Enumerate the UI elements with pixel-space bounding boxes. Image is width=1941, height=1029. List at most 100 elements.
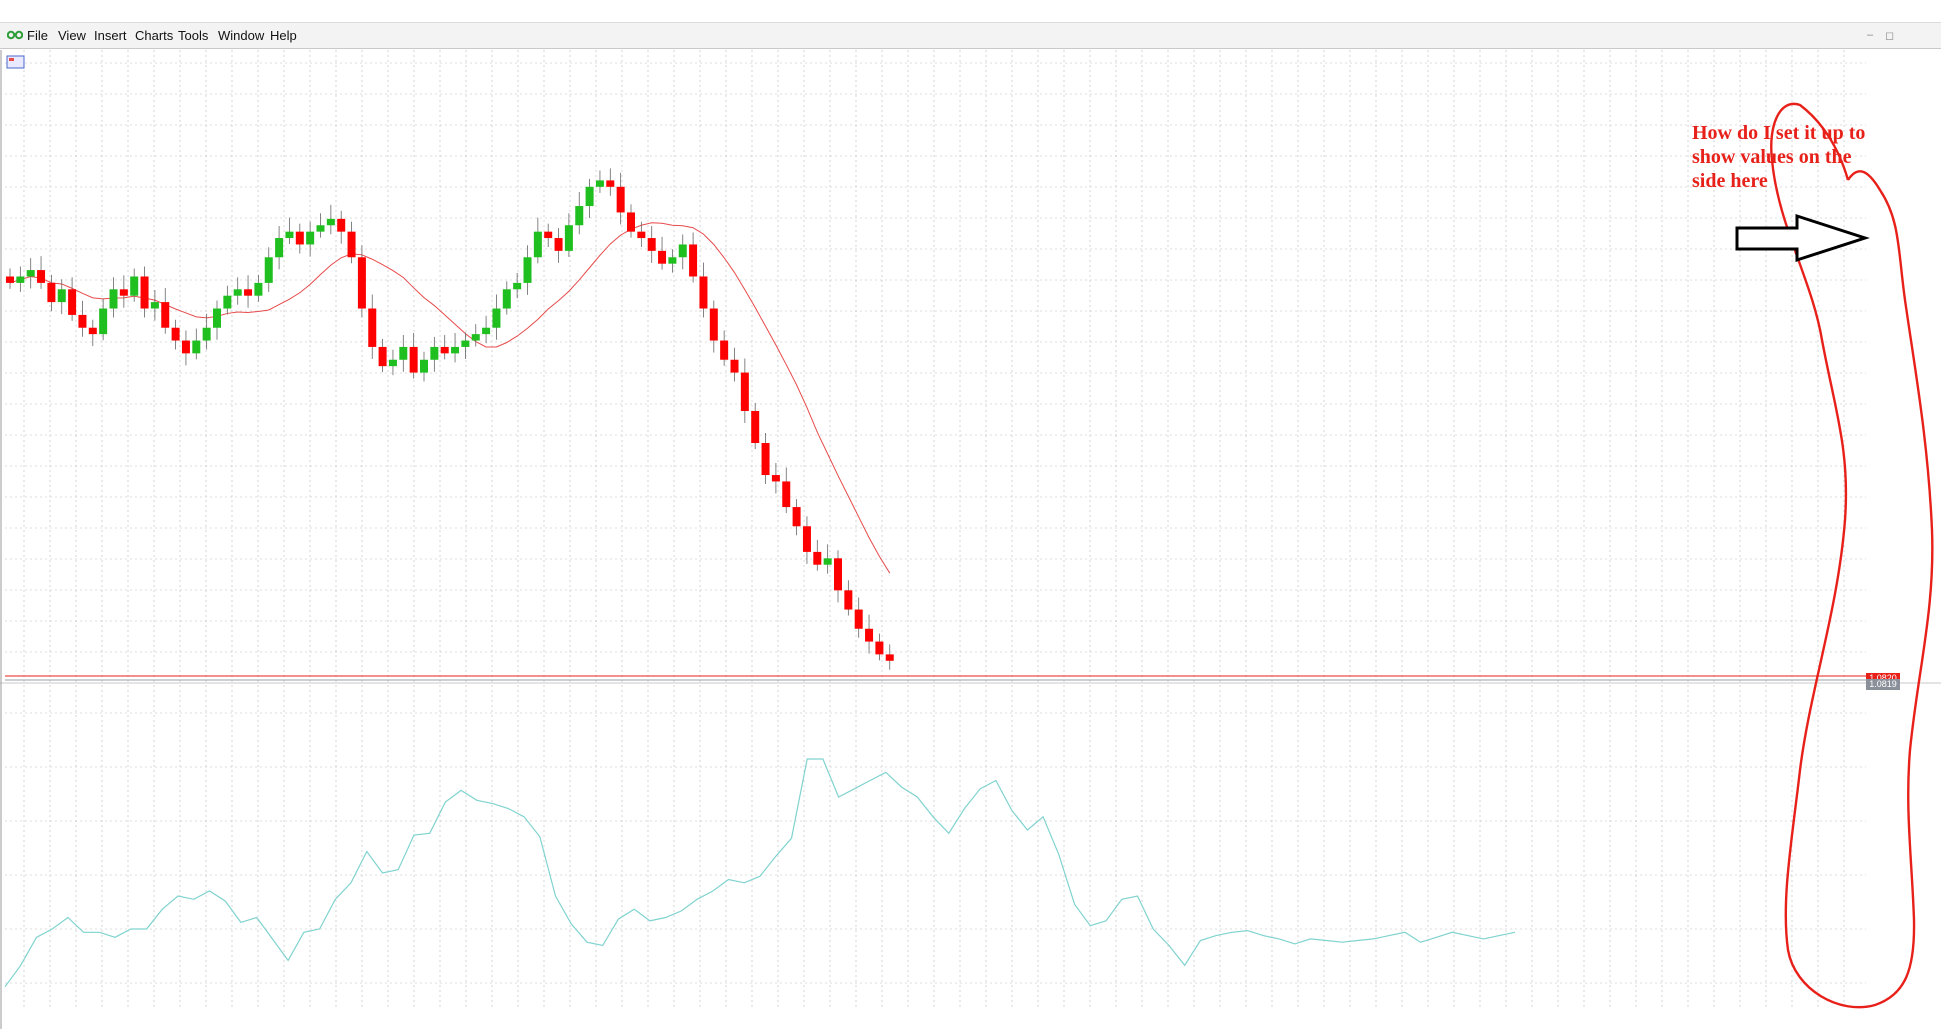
menu-window[interactable]: Window [218, 28, 265, 43]
bear-candle [885, 654, 894, 661]
bear-candle [140, 276, 149, 309]
bull-candle [595, 180, 604, 187]
bear-candle [181, 340, 190, 354]
bear-candle [844, 590, 853, 610]
bear-candle [337, 218, 346, 232]
bull-candle [264, 257, 273, 283]
bear-candle [627, 212, 635, 232]
chart-grid [5, 50, 1866, 1010]
bear-candle [730, 359, 739, 373]
bear-candle [244, 289, 253, 296]
bear-candle [875, 641, 884, 655]
bull-candle [585, 186, 594, 207]
bull-candle [492, 308, 501, 328]
bear-candle [295, 231, 304, 245]
bear-candle [78, 314, 87, 328]
bear-candle [802, 526, 811, 552]
bear-candle [606, 180, 615, 187]
bull-candle [275, 238, 284, 258]
bear-candle [637, 231, 646, 239]
bull-candle [388, 359, 397, 367]
bear-candle [689, 244, 698, 277]
candlestick-series [6, 168, 894, 670]
bull-candle [326, 218, 335, 226]
bear-candle [119, 289, 128, 296]
bear-candle [761, 443, 770, 476]
bull-candle [399, 346, 408, 360]
bear-candle [792, 507, 801, 527]
bear-candle [368, 308, 377, 347]
bull-candle [233, 289, 242, 296]
bear-candle [47, 282, 56, 303]
menu-bar: File View Insert Charts Tools Window Hel… [0, 22, 1941, 49]
bear-candle [616, 186, 625, 213]
bear-candle [834, 558, 842, 591]
price-chart[interactable] [0, 50, 1941, 1029]
menu-insert[interactable]: Insert [94, 28, 127, 43]
bear-candle [647, 238, 656, 251]
bear-candle [409, 346, 418, 373]
bear-candle [171, 327, 180, 341]
bull-candle [254, 282, 263, 296]
bull-candle [130, 276, 139, 296]
bull-candle [451, 346, 460, 354]
bull-candle [430, 346, 439, 360]
bear-candle [440, 346, 449, 354]
bear-candle [658, 250, 667, 264]
bear-candle [544, 231, 553, 239]
bear-candle [347, 231, 356, 258]
menu-help[interactable]: Help [270, 28, 297, 43]
bear-candle [378, 346, 387, 367]
trading-app-icon[interactable] [7, 28, 23, 42]
bull-candle [16, 276, 25, 283]
bear-candle [813, 551, 822, 565]
bull-candle [575, 206, 584, 226]
menu-view[interactable]: View [58, 28, 86, 43]
bull-candle [316, 225, 325, 232]
bear-candle [709, 308, 718, 341]
bull-candle [513, 282, 522, 290]
menu-charts[interactable]: Charts [135, 28, 174, 43]
bear-candle [554, 238, 563, 251]
bull-candle [678, 244, 687, 258]
bull-candle [150, 302, 159, 309]
bull-candle [306, 231, 315, 245]
bull-candle [420, 359, 428, 373]
oscillator-line [4, 758, 1516, 988]
bull-candle [502, 289, 511, 309]
bull-candle [564, 225, 573, 251]
menu-tools[interactable]: Tools [178, 28, 209, 43]
bear-candle [699, 276, 708, 309]
bull-candle [285, 231, 294, 239]
bull-candle [668, 257, 677, 264]
bear-candle [37, 270, 46, 283]
bull-candle [202, 327, 211, 341]
bear-candle [88, 327, 97, 335]
bear-candle [771, 475, 780, 482]
moving-average [9, 222, 891, 574]
bear-candle [751, 410, 760, 444]
bear-candle [68, 289, 77, 315]
bull-candle [461, 340, 470, 347]
bull-candle [523, 257, 532, 283]
bear-candle [161, 302, 170, 328]
minimize-button[interactable]: – [1867, 29, 1874, 41]
restore-button[interactable]: ◻ [1885, 30, 1895, 42]
moving-average-line [9, 222, 891, 574]
bear-candle [720, 340, 729, 360]
ask-price-tag: 1.0819 [1866, 679, 1900, 690]
menu-file[interactable]: File [27, 28, 48, 43]
bull-candle [823, 558, 832, 565]
bid-price-tag: 1.0820 [1866, 673, 1900, 684]
bear-candle [865, 628, 874, 642]
annotation-arrow-icon [1735, 213, 1870, 263]
chart-window[interactable] [0, 50, 1941, 1029]
bear-candle [740, 372, 749, 411]
bear-candle [782, 481, 791, 508]
bull-candle [213, 308, 221, 328]
bull-candle [99, 308, 108, 335]
chart-icon[interactable] [6, 55, 25, 69]
bear-candle [357, 257, 366, 309]
bull-candle [471, 334, 480, 341]
bear-candle [6, 276, 14, 283]
